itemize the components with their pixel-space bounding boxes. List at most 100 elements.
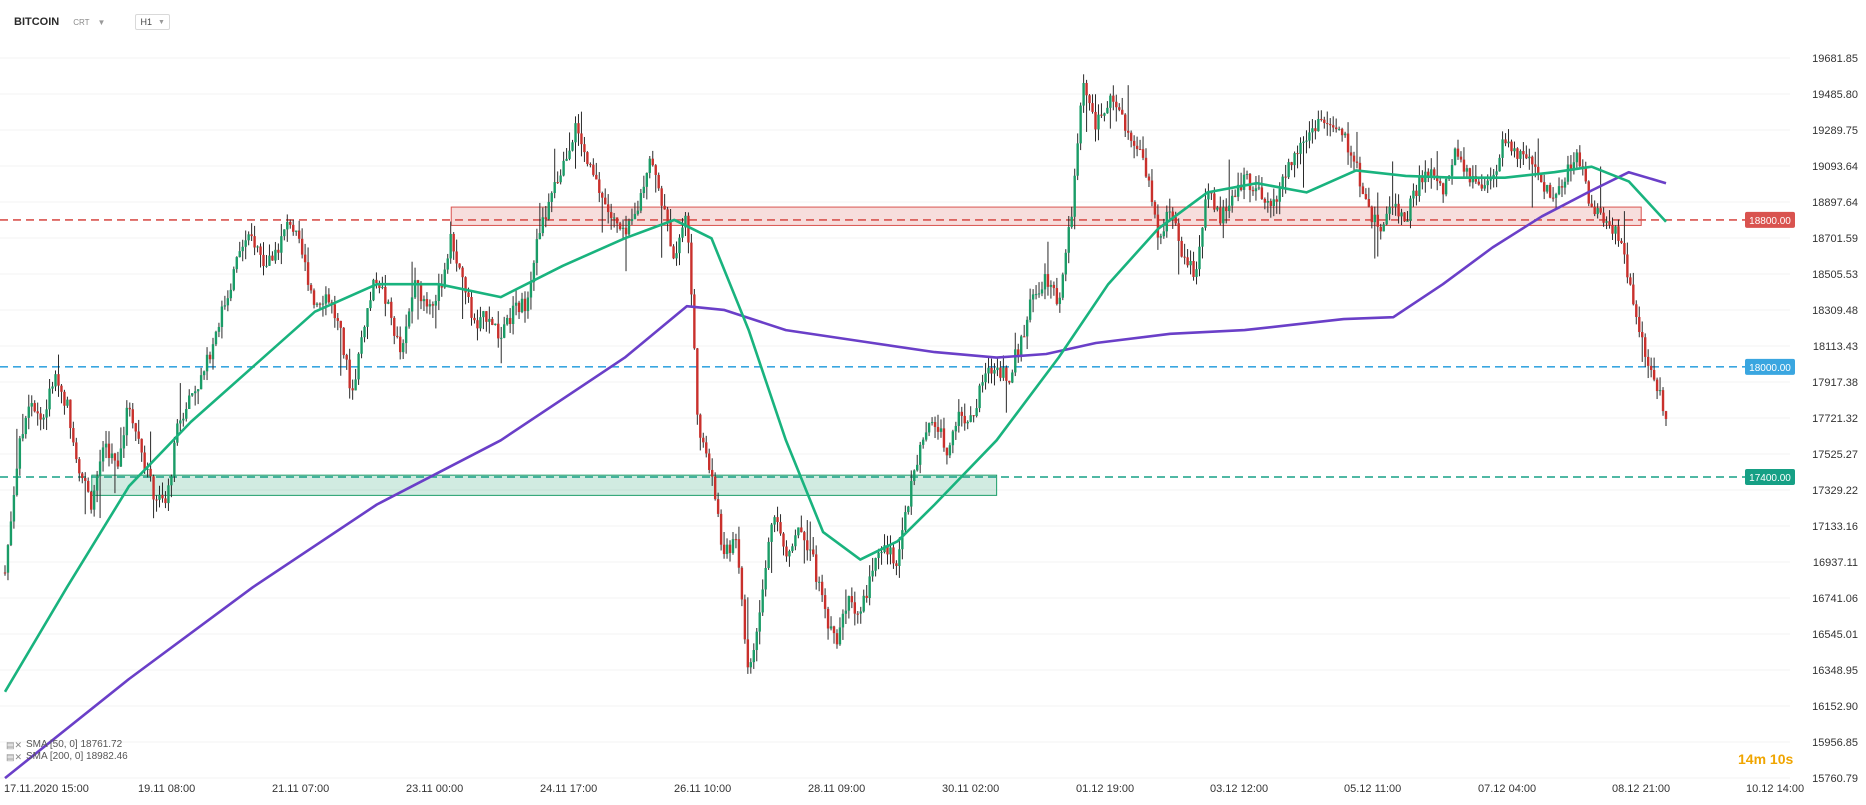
candle-down (1088, 95, 1091, 104)
candle-up (1281, 176, 1284, 189)
candle-up (1394, 203, 1397, 207)
candle-down (1551, 197, 1555, 199)
candle-up (196, 389, 200, 392)
sma50-legend-text: SMA [50, 0] 18761.72 (26, 739, 123, 750)
candle-down (933, 422, 937, 427)
candle-up (1486, 180, 1489, 186)
candle-down (393, 317, 396, 336)
candle-down (1468, 168, 1472, 183)
candle-down (1584, 168, 1587, 182)
candle-down (823, 595, 827, 609)
candle-down (657, 174, 660, 189)
price-axis[interactable]: 19681.85 19485.80 19289.75 19093.64 18897.64… (1812, 53, 1858, 785)
candle-down (461, 267, 464, 278)
candle-up (788, 551, 791, 557)
candle-up (877, 552, 880, 559)
candle-down (577, 123, 580, 134)
candle-up (1076, 143, 1079, 176)
candle-down (663, 205, 666, 210)
candle-up (229, 289, 233, 299)
price-tick-label: 17133.16 (1812, 521, 1858, 533)
indicator-legend: ▤✕ SMA [50, 0] 18761.72 ▤✕ SMA [200, 0] … (6, 739, 128, 763)
candle-up (993, 370, 996, 374)
symbol-label[interactable]: BITCOIN (14, 16, 60, 28)
candle-up (283, 229, 286, 237)
candle-up (238, 251, 241, 258)
indicator-settings-icon[interactable]: ▤✕ (6, 740, 23, 750)
candle-up (185, 409, 188, 419)
candle-down (342, 327, 345, 356)
candle-up (630, 219, 634, 222)
candle-up (1513, 148, 1516, 152)
candle-up (752, 650, 755, 663)
candle-up (1495, 171, 1498, 175)
candle-down (1358, 162, 1362, 187)
candle-down (963, 415, 966, 424)
candle-up (205, 354, 209, 372)
candle-up (1266, 200, 1270, 203)
candle-down (1599, 208, 1602, 213)
candle-down (339, 320, 342, 328)
candle-up (294, 230, 298, 232)
candle-up (1471, 176, 1475, 183)
candle-down (1376, 214, 1379, 227)
candle-down (598, 179, 601, 193)
candle-up (280, 236, 283, 253)
candle-down (1135, 145, 1139, 150)
candle-up (520, 298, 524, 313)
candle-down (336, 318, 339, 321)
candle-up (1385, 213, 1388, 225)
candle-up (1528, 156, 1531, 159)
candle-down (693, 294, 696, 349)
candle-down (936, 426, 940, 432)
candle-down (57, 374, 60, 386)
candle-down (1522, 151, 1525, 155)
candle-down (713, 476, 717, 500)
legend-row-sma200[interactable]: ▤✕ SMA [200, 0] 18982.46 (6, 751, 128, 763)
candle-down (699, 414, 702, 438)
candle-up (66, 399, 69, 406)
chevron-down-icon[interactable]: ▼ (97, 17, 106, 27)
candle-down (687, 215, 690, 243)
candle-up (1216, 207, 1219, 210)
candle-down (705, 442, 708, 454)
candle-up (978, 385, 981, 409)
candle-down (1355, 161, 1359, 163)
legend-row-sma50[interactable]: ▤✕ SMA [50, 0] 18761.72 (6, 739, 128, 751)
instrument-type-label[interactable]: CRT (73, 17, 90, 27)
candle-down (710, 469, 714, 477)
candle-up (1373, 214, 1377, 223)
candle-up (226, 298, 230, 306)
candle-down (615, 217, 619, 224)
candle-down (1349, 152, 1353, 156)
candle-up (104, 443, 108, 448)
candle-up (951, 431, 955, 446)
candle-up (913, 470, 916, 482)
candle-down (277, 249, 280, 253)
time-tick-label: 01.12 19:00 (1076, 783, 1134, 795)
candle-down (1147, 176, 1151, 181)
candle-up (286, 221, 289, 230)
candle-up (755, 631, 758, 651)
candle-down (785, 546, 788, 557)
candle-down (719, 513, 723, 545)
candle-up (363, 326, 366, 338)
candle-up (871, 570, 874, 577)
indicator-settings-icon[interactable]: ▤✕ (6, 752, 23, 762)
time-axis[interactable]: 17.11.2020 15:00 19.11 08:00 21.11 07:00 23… (4, 783, 1804, 795)
candle-down (1364, 194, 1368, 199)
timeframe-select[interactable]: H1 ▼ (135, 14, 170, 30)
candle-up (479, 317, 482, 329)
candle-down (1427, 171, 1430, 178)
candle-down (850, 596, 854, 603)
candle-up (125, 407, 129, 436)
candle-up (621, 227, 625, 230)
candle-down (1510, 141, 1513, 152)
candle-up (529, 282, 533, 298)
candle-up (407, 311, 411, 327)
candle-up (981, 382, 984, 386)
candle-countdown: 14m 10s (1738, 751, 1793, 767)
candle-up (1450, 164, 1454, 176)
candle-down (1129, 132, 1133, 141)
